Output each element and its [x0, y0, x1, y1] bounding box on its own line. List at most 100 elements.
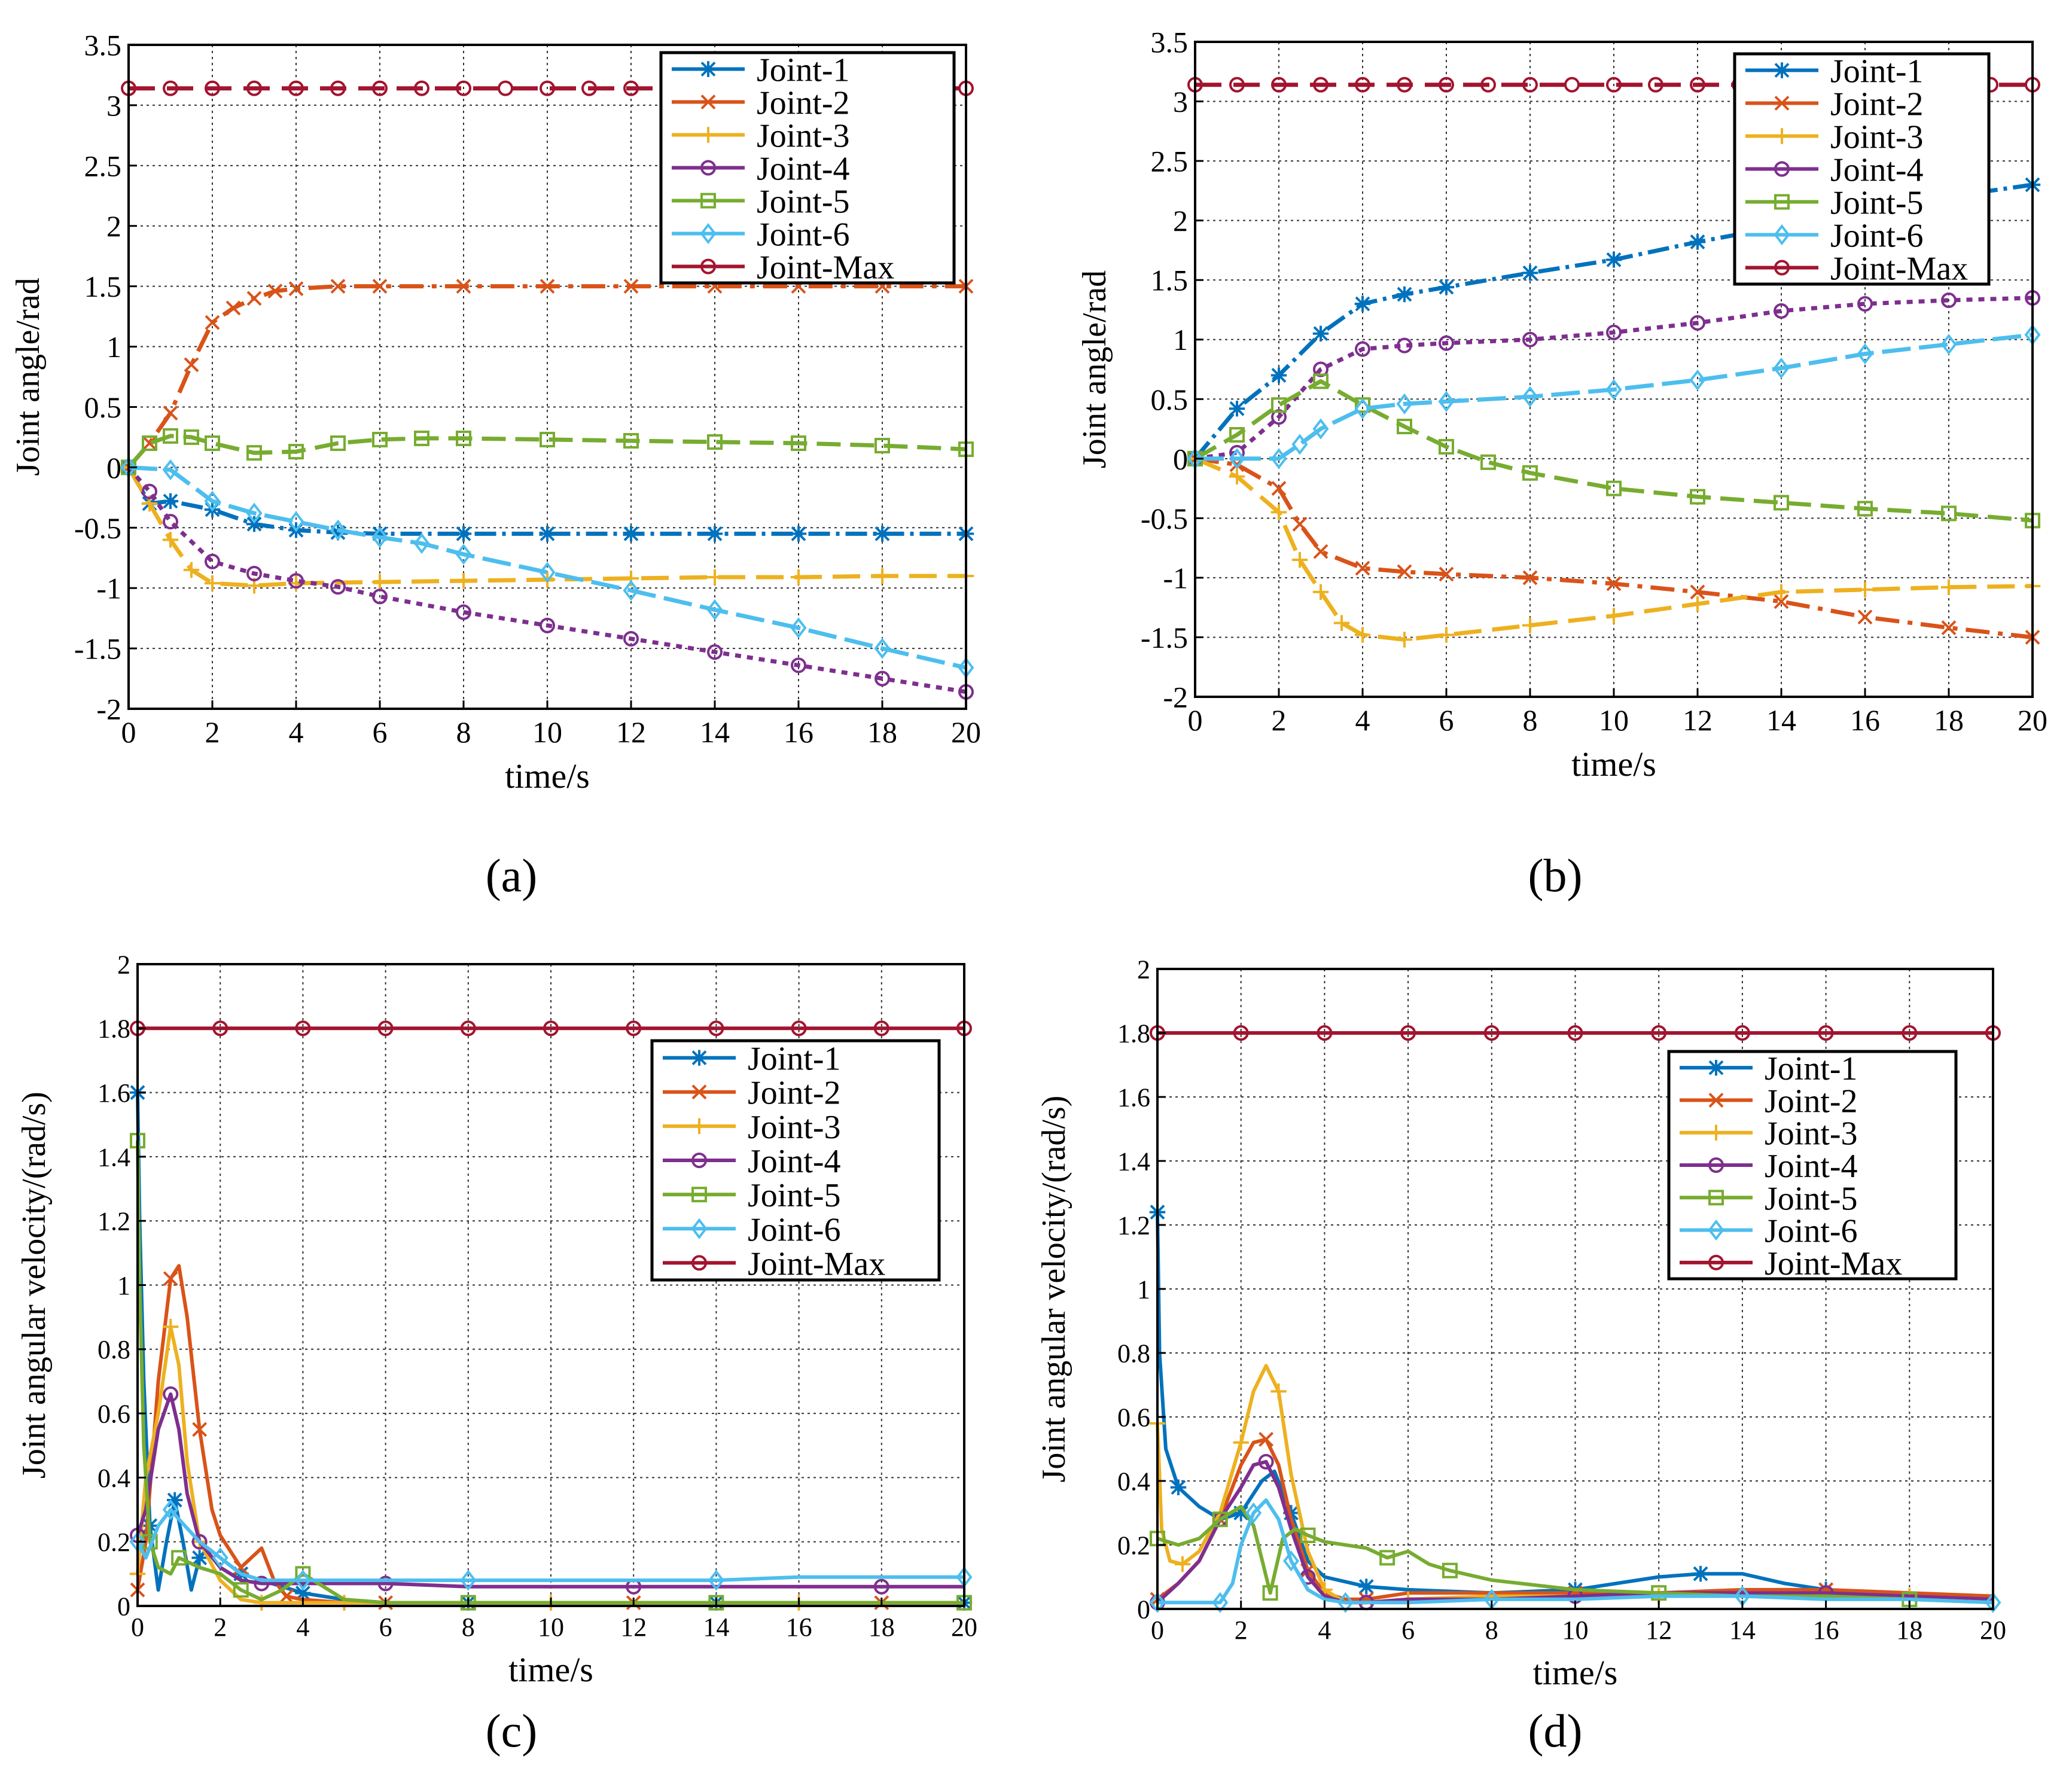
x-tick-label: 14	[1729, 1616, 1756, 1645]
data-point	[1354, 627, 1371, 643]
y-tick-label: 1.5	[1151, 264, 1189, 297]
series-line	[1195, 333, 2033, 461]
x-axis-label: time/s	[508, 1650, 593, 1689]
y-tick-label: 0.8	[97, 1335, 130, 1364]
legend-item-joint-5: Joint-5	[1745, 185, 1924, 222]
data-point	[539, 526, 556, 542]
data-point	[1522, 265, 1538, 281]
x-tick-label: 16	[786, 1613, 812, 1642]
data-point	[184, 429, 199, 445]
legend-item-joint-max: Joint-Max	[1680, 1245, 1902, 1282]
x-axis-label: time/s	[505, 757, 590, 795]
y-axis-label: Joint angle/rad	[1076, 270, 1113, 468]
legend-label: Joint-Max	[1830, 251, 1968, 288]
x-tick-label: 2	[205, 715, 220, 749]
y-axis-label: Joint angle/rad	[10, 278, 47, 476]
data-point	[1651, 1025, 1667, 1041]
data-point	[377, 1020, 394, 1037]
data-point	[707, 434, 723, 450]
x-tick-label: 8	[456, 715, 471, 749]
y-tick-label: 2.5	[1151, 145, 1189, 178]
data-point	[1291, 434, 1308, 455]
data-point	[1212, 1511, 1228, 1528]
data-point	[1438, 627, 1455, 643]
data-point	[1902, 1025, 1918, 1041]
data-point	[1689, 369, 1706, 391]
data-point	[1564, 77, 1580, 93]
data-point	[330, 279, 346, 294]
data-point	[1522, 570, 1538, 586]
data-point	[1397, 564, 1412, 580]
data-point	[371, 526, 388, 548]
data-point	[791, 435, 806, 451]
x-tick-label: 8	[1523, 703, 1538, 737]
data-point	[414, 80, 429, 96]
y-tick-label: 3.5	[84, 29, 122, 62]
x-tick-label: 4	[1355, 703, 1370, 737]
legend-marker	[1708, 1059, 1724, 1076]
y-tick-label: 1	[1137, 1275, 1150, 1304]
data-point	[1337, 1592, 1354, 1613]
data-point	[1651, 1585, 1667, 1601]
data-point	[1271, 397, 1287, 413]
y-tick-label: 2.5	[84, 149, 122, 182]
data-point	[183, 562, 200, 578]
data-point	[455, 544, 472, 565]
x-tick-label: 6	[373, 715, 388, 749]
x-tick-label: 10	[532, 715, 562, 749]
legend-label: Joint-3	[748, 1109, 841, 1146]
y-tick-label: 1	[117, 1271, 130, 1300]
data-point	[163, 1319, 179, 1335]
x-tick-label: 14	[700, 715, 730, 749]
y-tick-label: -1	[1163, 561, 1188, 595]
data-point	[246, 516, 263, 532]
legend-marker	[1708, 1124, 1724, 1141]
y-tick-label: 0.5	[1151, 383, 1189, 416]
data-point	[1439, 335, 1454, 351]
series-line	[136, 1141, 964, 1605]
series-joint-6	[120, 456, 974, 678]
x-tick-label: 8	[1485, 1616, 1498, 1645]
legend-label: Joint-4	[757, 151, 850, 188]
y-tick-label: 1.6	[1117, 1083, 1150, 1112]
data-point	[1522, 386, 1538, 407]
data-point	[205, 553, 220, 569]
data-point	[1774, 594, 1789, 609]
data-point	[163, 406, 178, 420]
x-tick-label: 18	[867, 715, 897, 749]
data-point	[790, 569, 807, 586]
data-point	[1397, 77, 1412, 93]
data-point	[1397, 419, 1412, 435]
data-point	[543, 1020, 559, 1037]
data-point	[623, 580, 639, 601]
data-point	[1354, 398, 1371, 419]
data-point	[623, 432, 639, 449]
data-point	[288, 573, 304, 589]
data-point	[1439, 77, 1454, 93]
legend-marker	[700, 193, 716, 209]
data-point	[460, 1595, 476, 1611]
data-point	[456, 604, 471, 620]
data-point	[204, 575, 221, 592]
data-point	[330, 80, 346, 96]
y-tick-label: 3.5	[1151, 26, 1189, 59]
data-point	[455, 526, 472, 542]
x-tick-label: 4	[289, 715, 304, 749]
legend-item-joint-5: Joint-5	[1680, 1180, 1858, 1217]
data-point	[1271, 481, 1287, 496]
data-point	[1734, 1025, 1750, 1041]
x-tick-label: 18	[1896, 1616, 1922, 1645]
y-tick-label: 1.6	[97, 1078, 130, 1108]
legend-marker	[1774, 194, 1790, 210]
data-point	[1229, 427, 1245, 443]
data-point	[708, 1020, 724, 1037]
y-tick-label: 0.6	[97, 1400, 130, 1429]
data-point	[1282, 1550, 1300, 1572]
data-point	[212, 1020, 228, 1037]
legend-marker	[700, 127, 717, 143]
y-tick-label: 0.2	[97, 1528, 130, 1557]
data-point	[295, 1585, 311, 1601]
legend-item-joint-1: Joint-1	[1745, 53, 1924, 90]
legend-item-joint-max: Joint-Max	[1745, 251, 1968, 288]
